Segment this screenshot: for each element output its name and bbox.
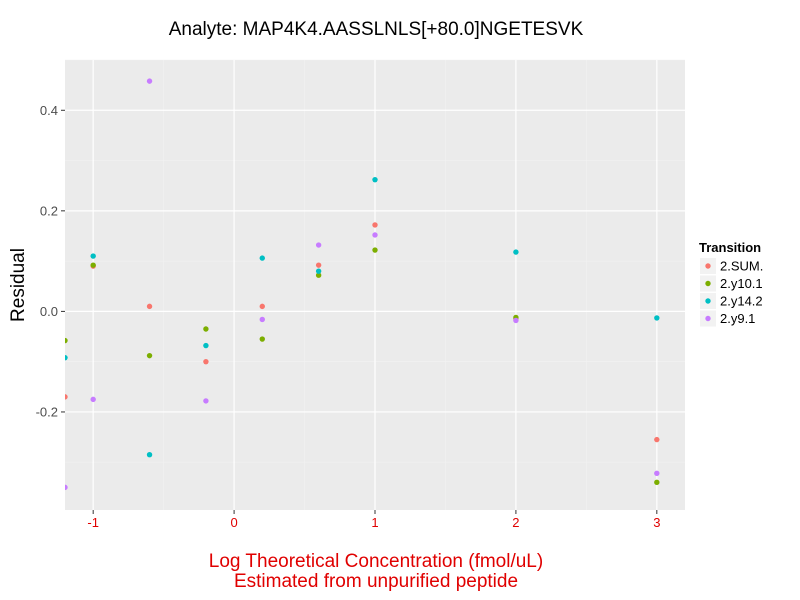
point-2-sum-4 — [259, 303, 265, 310]
point-2-y14-2-6 — [372, 176, 378, 183]
legend: Transition 2.SUM. 2.y10.1 2.y14.2 2.y9.1 — [699, 240, 763, 327]
x-axis-label-line2: Estimated from unpurified peptide — [234, 571, 518, 592]
point-2-y14-2-2 — [146, 451, 153, 458]
point-2-sum-5 — [315, 262, 322, 268]
x-tick-label-2: 1 — [371, 515, 378, 530]
point-2-y9-1-6 — [372, 232, 378, 238]
x-tick-label-3: 2 — [512, 515, 519, 530]
legend-key-2-sum — [705, 263, 711, 269]
legend-label-2-y9-1: 2.y9.1 — [720, 311, 755, 326]
series-2-y14-2 — [65, 176, 660, 458]
point-2-y14-2-5 — [315, 268, 322, 274]
point-2-y9-1-3 — [203, 398, 209, 404]
y-axis-ticks: -0.2 0.0 0.2 0.4 — [36, 103, 65, 419]
point-2-y10-1-3 — [203, 326, 209, 332]
point-2-y14-2-0 — [65, 354, 68, 361]
point-2-y9-1-4 — [259, 316, 265, 323]
point-2-y9-1-2 — [146, 78, 153, 84]
legend-title: Transition — [699, 240, 761, 255]
legend-item-2-y9-1: 2.y9.1 — [700, 310, 755, 327]
point-2-y10-1-0 — [65, 337, 68, 344]
legend-label-2-y10-1: 2.y10.1 — [720, 276, 763, 291]
point-2-y14-2-1 — [90, 253, 96, 259]
grid-major-lines — [65, 60, 685, 510]
point-2-y14-2-8 — [654, 315, 660, 321]
chart-title: Analyte: MAP4K4.AASSLNLS[+80.0]NGETESVK — [169, 19, 584, 40]
point-2-y10-1-6 — [372, 247, 378, 253]
y-tick-label-3: 0.4 — [40, 103, 58, 118]
legend-key-2-y9-1 — [705, 315, 711, 322]
point-2-y10-1-8 — [654, 479, 660, 486]
y-tick-label-2: 0.2 — [40, 203, 58, 218]
y-tick-label-1: 0.0 — [40, 304, 58, 319]
point-2-y9-1-0 — [65, 484, 68, 491]
legend-item-2-sum: 2.SUM. — [700, 258, 763, 274]
point-2-y9-1-7 — [513, 317, 519, 324]
point-2-y14-2-7 — [513, 249, 519, 255]
point-2-y9-1-5 — [315, 242, 322, 248]
series-2-y10-1 — [65, 247, 660, 486]
legend-key-2-y14-2 — [705, 298, 711, 304]
y-axis-label: Residual — [8, 248, 29, 322]
point-2-y10-1-1 — [90, 262, 96, 268]
point-2-y10-1-2 — [146, 352, 153, 359]
point-2-sum-2 — [146, 303, 153, 310]
legend-item-2-y14-2: 2.y14.2 — [700, 293, 763, 309]
x-axis-label-line1: Log Theoretical Concentration (fmol/uL) — [209, 551, 543, 572]
series-2-y9-1 — [65, 78, 660, 491]
x-tick-label-1: 0 — [230, 515, 237, 530]
y-tick-label-0: -0.2 — [36, 404, 58, 419]
legend-key-2-y10-1 — [705, 280, 711, 287]
point-2-y14-2-3 — [203, 342, 209, 349]
x-tick-label-0: -1 — [87, 515, 99, 530]
legend-label-2-y14-2: 2.y14.2 — [720, 294, 763, 309]
legend-item-2-y10-1: 2.y10.1 — [700, 275, 763, 292]
point-2-sum-6 — [372, 222, 378, 228]
x-axis-ticks: -1 0 1 2 3 — [87, 510, 660, 530]
legend-label-2-sum: 2.SUM. — [720, 259, 763, 274]
x-tick-label-4: 3 — [653, 515, 660, 530]
point-2-sum-0 — [65, 394, 68, 400]
point-2-y14-2-4 — [259, 255, 265, 261]
point-2-y10-1-5 — [315, 272, 322, 278]
point-2-sum-8 — [654, 436, 660, 443]
data-points — [65, 78, 660, 491]
point-2-y9-1-8 — [654, 470, 660, 476]
point-2-y10-1-4 — [259, 336, 265, 342]
point-2-sum-3 — [203, 358, 209, 365]
point-2-y9-1-1 — [90, 396, 96, 403]
